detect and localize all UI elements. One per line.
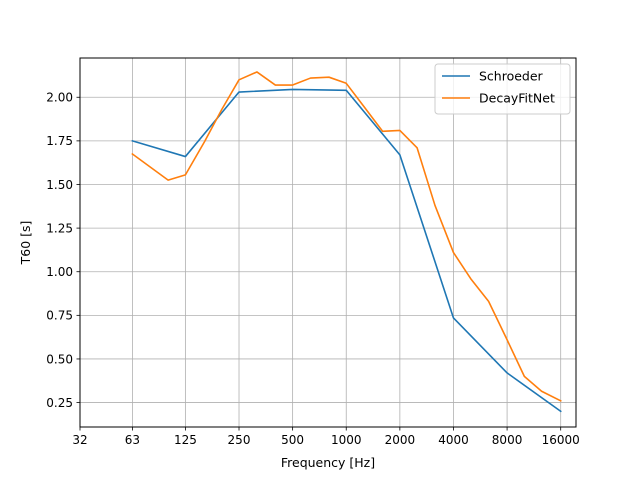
y-axis-label: T60 [s] (18, 221, 33, 266)
series-line-decayfitnet (131, 71, 562, 402)
series-line-schroeder (131, 88, 562, 413)
y-tick-label: 0.75 (46, 309, 73, 323)
x-tick-label: 8000 (492, 433, 523, 447)
y-tick-label: 1.50 (46, 178, 73, 192)
grid-lines (79, 58, 576, 427)
plot-frame (79, 57, 577, 428)
y-tick-label: 1.25 (46, 221, 73, 235)
x-tick-label: 4000 (438, 433, 469, 447)
x-tick-label: 125 (174, 433, 197, 447)
legend: Schroeder DecayFitNet (434, 63, 571, 115)
x-tick-label: 32 (72, 433, 87, 447)
x-tick-label: 16000 (542, 433, 580, 447)
x-tick-label: 1000 (331, 433, 362, 447)
y-tick-label: 2.00 (46, 91, 73, 105)
x-tick-label: 250 (228, 433, 251, 447)
x-tick-label: 63 (125, 433, 140, 447)
x-axis-label: Frequency [Hz] (281, 455, 375, 470)
x-tick-label: 2000 (385, 433, 416, 447)
legend-label: DecayFitNet (479, 91, 555, 106)
y-tick-label: 1.75 (46, 134, 73, 148)
y-tick-label: 0.25 (46, 396, 73, 410)
series-lines (131, 71, 562, 413)
y-tick-label: 0.50 (46, 352, 73, 366)
x-tick-label: 500 (281, 433, 304, 447)
legend-label: Schroeder (479, 69, 544, 84)
y-tick-label: 1.00 (46, 265, 73, 279)
axis-ticks: 32 63 125 250 500 1000 2000 4000 8000 16000 0.25 0.… (46, 91, 580, 447)
